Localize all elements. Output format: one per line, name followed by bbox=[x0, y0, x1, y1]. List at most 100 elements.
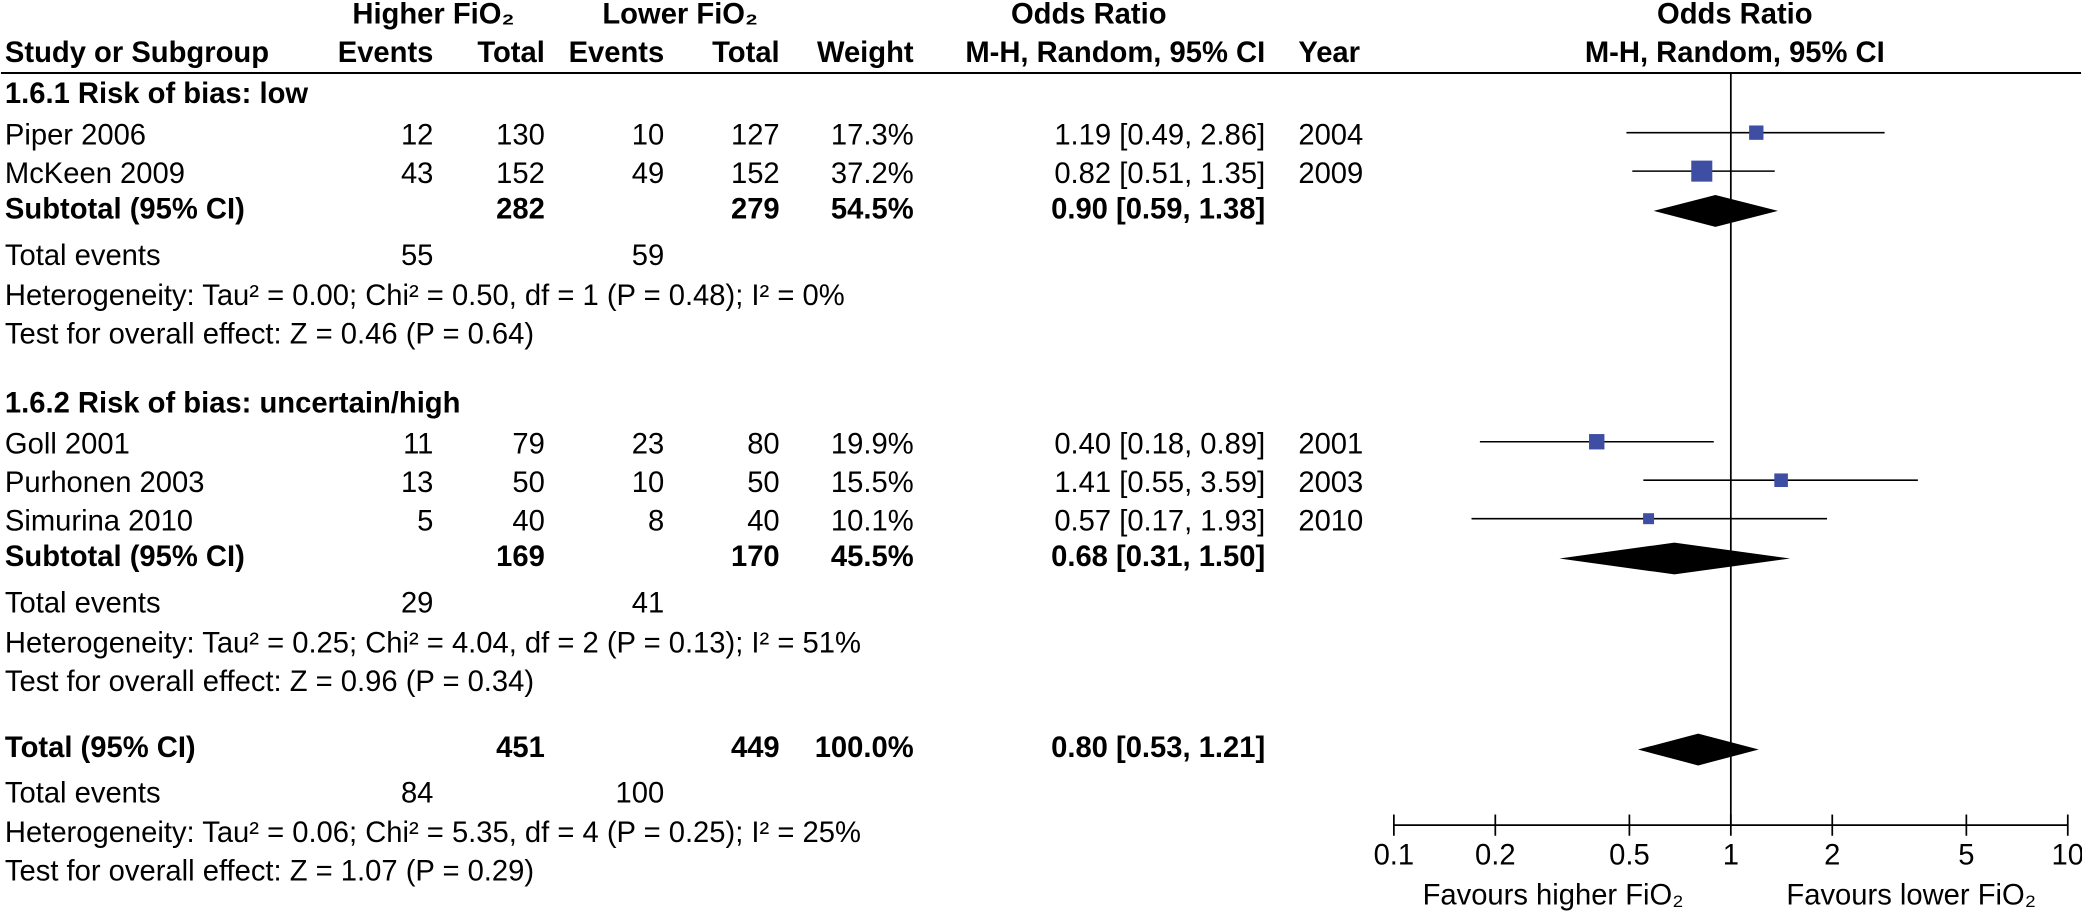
pooled-diamond bbox=[1559, 542, 1791, 575]
cell-or-label: 0.82 [0.51, 1.35] bbox=[1054, 158, 1265, 190]
cell-e2: 23 bbox=[632, 428, 664, 460]
total-events-value: 55 bbox=[401, 240, 433, 272]
total-events-label: Total events bbox=[5, 777, 161, 809]
header-group: Odds Ratio bbox=[1011, 0, 1167, 31]
header-group: Odds Ratio bbox=[1657, 0, 1813, 31]
cell-or-label: 0.80 [0.53, 1.21] bbox=[1051, 732, 1265, 764]
x-tick-label: 1 bbox=[1723, 840, 1739, 872]
cell-e2: 8 bbox=[648, 505, 664, 537]
cell-weight-label: 10.1% bbox=[831, 505, 914, 537]
header-cell: Events bbox=[569, 37, 665, 69]
subtotal-label: Subtotal (95% CI) bbox=[5, 194, 245, 226]
study-marker bbox=[1589, 434, 1605, 450]
cell-or-label: 0.57 [0.17, 1.93] bbox=[1054, 505, 1265, 537]
total-events-value: 100 bbox=[616, 777, 665, 809]
cell-or-label: 0.90 [0.59, 1.38] bbox=[1051, 194, 1265, 226]
cell-weight-label: 17.3% bbox=[831, 119, 914, 151]
x-tick-label: 0.2 bbox=[1475, 840, 1516, 872]
cell-or-label: 0.40 [0.18, 0.89] bbox=[1054, 428, 1265, 460]
x-tick-label: 0.5 bbox=[1609, 840, 1650, 872]
study-name: Goll 2001 bbox=[5, 428, 130, 460]
header-group: Higher FiO₂ bbox=[352, 0, 514, 31]
study-name: McKeen 2009 bbox=[5, 158, 185, 190]
cell-n1: 282 bbox=[496, 194, 545, 226]
cell-or-label: 1.19 [0.49, 2.86] bbox=[1054, 119, 1265, 151]
cell-e2: 49 bbox=[632, 158, 664, 190]
cell-n1: 79 bbox=[512, 428, 544, 460]
cell-n2: 50 bbox=[747, 467, 779, 499]
cell-year: 2004 bbox=[1298, 119, 1363, 151]
cell-year: 2009 bbox=[1298, 158, 1363, 190]
total-events-label: Total events bbox=[5, 240, 161, 272]
study-marker bbox=[1774, 473, 1788, 488]
header-cell: Year bbox=[1298, 37, 1360, 69]
cell-or-label: 0.68 [0.31, 1.50] bbox=[1051, 541, 1265, 573]
cell-or-label: 1.41 [0.55, 3.59] bbox=[1054, 467, 1265, 499]
heterogeneity: Heterogeneity: Tau² = 0.06; Chi² = 5.35,… bbox=[5, 817, 861, 849]
cell-weight-label: 100.0% bbox=[815, 732, 914, 764]
group-title: 1.6.1 Risk of bias: low bbox=[5, 78, 308, 110]
header-cell: M-H, Random, 95% CI bbox=[965, 37, 1265, 69]
cell-n1: 169 bbox=[496, 541, 545, 573]
cell-e1: 43 bbox=[401, 158, 433, 190]
x-tick-label: 0.1 bbox=[1374, 840, 1415, 872]
x-tick-label: 2 bbox=[1824, 840, 1840, 872]
cell-e1: 5 bbox=[417, 505, 433, 537]
cell-n1: 40 bbox=[512, 505, 544, 537]
overall-label: Total (95% CI) bbox=[5, 732, 196, 764]
cell-e2: 10 bbox=[632, 119, 664, 151]
header-cell: Weight bbox=[817, 37, 914, 69]
study-name: Simurina 2010 bbox=[5, 505, 193, 537]
cell-n2: 170 bbox=[731, 541, 780, 573]
study-name: Purhonen 2003 bbox=[5, 467, 205, 499]
study-marker bbox=[1691, 160, 1713, 182]
total-events-label: Total events bbox=[5, 588, 161, 620]
overall-effect: Test for overall effect: Z = 0.96 (P = 0… bbox=[5, 666, 534, 698]
cell-weight-label: 37.2% bbox=[831, 158, 914, 190]
cell-weight-label: 19.9% bbox=[831, 428, 914, 460]
total-events-value: 59 bbox=[632, 240, 664, 272]
heterogeneity: Heterogeneity: Tau² = 0.25; Chi² = 4.04,… bbox=[5, 627, 861, 659]
study-name: Piper 2006 bbox=[5, 119, 146, 151]
header-cell: Study or Subgroup bbox=[5, 37, 269, 69]
cell-year: 2001 bbox=[1298, 428, 1363, 460]
cell-n1: 130 bbox=[496, 119, 545, 151]
cell-e1: 11 bbox=[403, 428, 433, 460]
x-tick-label: 10 bbox=[2052, 840, 2082, 872]
x-tick-label: 5 bbox=[1958, 840, 1974, 872]
header-cell: Total bbox=[477, 37, 545, 69]
total-events-value: 84 bbox=[401, 777, 433, 809]
overall-effect: Test for overall effect: Z = 0.46 (P = 0… bbox=[5, 318, 534, 350]
cell-n2: 40 bbox=[747, 505, 779, 537]
cell-n2: 127 bbox=[731, 119, 780, 151]
total-events-value: 41 bbox=[632, 588, 664, 620]
cell-n2: 80 bbox=[747, 428, 779, 460]
study-marker bbox=[1643, 513, 1655, 525]
header-cell: Total bbox=[712, 37, 780, 69]
cell-e2: 10 bbox=[632, 467, 664, 499]
cell-year: 2010 bbox=[1298, 505, 1363, 537]
favours-left: Favours higher FiO₂ bbox=[1423, 879, 1684, 911]
cell-weight-label: 54.5% bbox=[831, 194, 914, 226]
cell-n1: 152 bbox=[496, 158, 545, 190]
header: Higher FiO₂ Lower FiO₂ Odds Ratio Odds R… bbox=[0, 0, 2082, 74]
header-cell: Events bbox=[338, 37, 434, 69]
study-marker bbox=[1749, 125, 1764, 140]
total-events-value: 29 bbox=[401, 588, 433, 620]
cell-e1: 12 bbox=[401, 119, 433, 151]
cell-weight-label: 15.5% bbox=[831, 467, 914, 499]
header-group: Lower FiO₂ bbox=[602, 0, 758, 31]
pooled-diamond bbox=[1637, 733, 1759, 766]
cell-n2: 279 bbox=[731, 194, 780, 226]
cell-n1: 50 bbox=[512, 467, 544, 499]
cell-year: 2003 bbox=[1298, 467, 1363, 499]
cell-n2: 152 bbox=[731, 158, 780, 190]
cell-n1: 451 bbox=[496, 732, 545, 764]
heterogeneity: Heterogeneity: Tau² = 0.00; Chi² = 0.50,… bbox=[5, 280, 845, 312]
cell-weight-label: 45.5% bbox=[831, 541, 914, 573]
header-cell: M-H, Random, 95% CI bbox=[1585, 37, 1885, 69]
subtotal-label: Subtotal (95% CI) bbox=[5, 541, 245, 573]
cell-e1: 13 bbox=[401, 467, 433, 499]
overall-effect: Test for overall effect: Z = 1.07 (P = 0… bbox=[5, 856, 534, 888]
